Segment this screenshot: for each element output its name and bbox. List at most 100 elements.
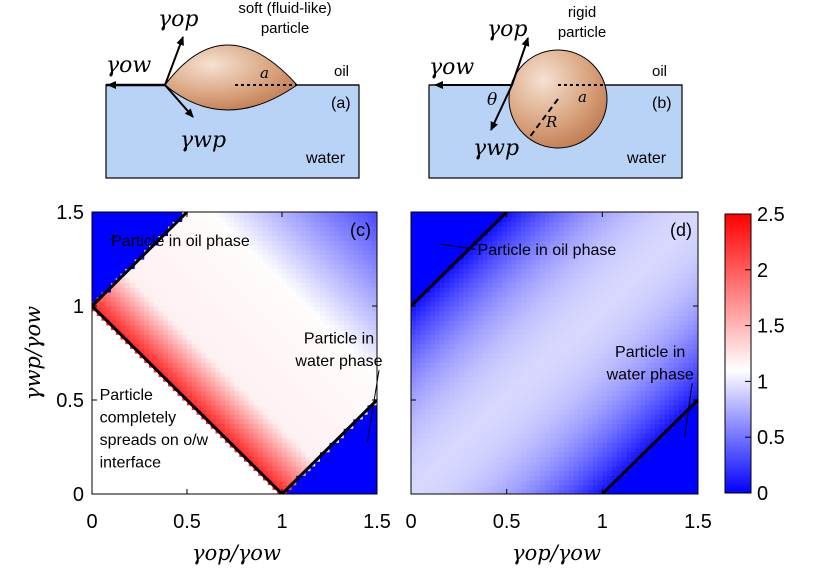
heatmap-cell [463, 324, 469, 331]
heatmap-cell [106, 273, 112, 279]
heatmap-cell [201, 306, 207, 312]
heatmap-cell [301, 489, 307, 494]
heatmap-cell [296, 343, 302, 349]
heatmap-cell [263, 249, 269, 255]
heatmap-cell [115, 348, 122, 354]
heatmap-cell [215, 470, 221, 476]
heatmap-cell [210, 277, 217, 284]
heatmap-cell [468, 437, 474, 443]
heatmap-cell [144, 348, 150, 354]
heatmap-cell [487, 418, 493, 425]
heatmap-cell [234, 423, 240, 429]
heatmap-cell [130, 461, 136, 467]
heatmap-cell [201, 329, 207, 335]
heatmap-cell [372, 254, 377, 260]
heatmap-cell [501, 287, 508, 293]
heatmap-cell [125, 353, 131, 359]
heatmap-cell [220, 273, 226, 279]
heatmap-cell [487, 353, 493, 359]
heatmap-cell [282, 254, 288, 260]
heatmap-cell [348, 489, 354, 494]
heatmap-cell [215, 479, 221, 486]
heatmap-cell [277, 456, 283, 462]
heatmap-cell [339, 268, 345, 274]
heatmap-cell [329, 447, 335, 453]
heatmap-cell [229, 249, 236, 255]
heatmap-cell [134, 240, 141, 246]
heatmap-cell [282, 306, 288, 312]
heatmap-cell [158, 447, 164, 453]
heatmap-cell [315, 268, 321, 274]
heatmap-cell [430, 306, 436, 312]
heatmap-cell [339, 423, 345, 429]
heatmap-cell [362, 470, 369, 476]
heatmap-cell [310, 442, 316, 448]
heatmap-cell [158, 400, 164, 406]
heatmap-cell [430, 268, 436, 274]
heatmap-cell [248, 306, 255, 312]
heatmap-cell [248, 418, 255, 425]
heatmap-cell [210, 249, 217, 255]
heatmap-cell [253, 226, 259, 232]
heatmap-cell [115, 221, 122, 227]
heatmap-cell [286, 423, 293, 429]
heatmap-cell [439, 348, 446, 354]
heatmap-cell [430, 395, 436, 401]
heatmap-cell [220, 442, 226, 448]
heatmap-cell [506, 367, 513, 373]
heatmap-cell [315, 418, 321, 425]
heatmap-cell [497, 263, 503, 269]
heatmap-cell [177, 334, 183, 340]
heatmap-cell [210, 390, 217, 396]
heatmap-cell [324, 291, 331, 298]
heatmap-cell [96, 447, 103, 453]
heatmap-cell [196, 376, 202, 382]
heatmap-cell [334, 296, 340, 302]
heatmap-cell [458, 456, 465, 462]
heatmap-cell [425, 216, 431, 222]
heatmap-cell [234, 362, 240, 368]
heatmap-cell [111, 320, 117, 326]
heatmap-cell [291, 296, 297, 302]
heatmap-cell [358, 334, 364, 340]
heatmap-cell [139, 447, 145, 453]
heatmap-cell [434, 273, 441, 279]
heatmap-cell [449, 470, 455, 476]
heatmap-cell [487, 221, 493, 227]
heatmap-cell [372, 212, 377, 218]
heatmap-cell [172, 259, 179, 265]
heatmap-cell [220, 362, 226, 368]
heatmap-cell [272, 367, 278, 373]
heatmap-cell [153, 479, 160, 486]
heatmap-cell [348, 249, 354, 255]
heatmap-cell [362, 475, 369, 481]
heatmap-cell [449, 296, 455, 302]
heatmap-cell [177, 348, 183, 354]
heatmap-cell [511, 273, 517, 279]
heatmap-cell [191, 221, 198, 227]
heatmap-cell [301, 390, 307, 396]
heatmap-cell [120, 418, 126, 425]
heatmap-cell [286, 315, 293, 321]
heatmap-cell [172, 226, 179, 232]
heatmap-cell [163, 385, 169, 392]
heatmap-cell [139, 348, 145, 354]
heatmap-cell [225, 329, 231, 335]
heatmap-cell [229, 348, 236, 354]
heatmap-cell [334, 451, 340, 457]
heatmap-cell [367, 479, 373, 486]
heatmap-cell [144, 489, 150, 494]
heatmap-cell [258, 244, 264, 251]
heatmap-cell [497, 371, 503, 378]
heatmap-cell [196, 240, 202, 246]
heatmap-cell [177, 428, 183, 434]
heatmap-cell [501, 390, 508, 396]
heatmap-cell [182, 428, 188, 434]
heatmap-cell [120, 385, 126, 392]
heatmap-cell [158, 244, 164, 251]
heatmap-cell [277, 451, 283, 457]
heatmap-cell [215, 287, 221, 293]
heatmap-cell [196, 273, 202, 279]
heatmap-cell [101, 409, 107, 415]
heatmap-cell [92, 268, 98, 274]
